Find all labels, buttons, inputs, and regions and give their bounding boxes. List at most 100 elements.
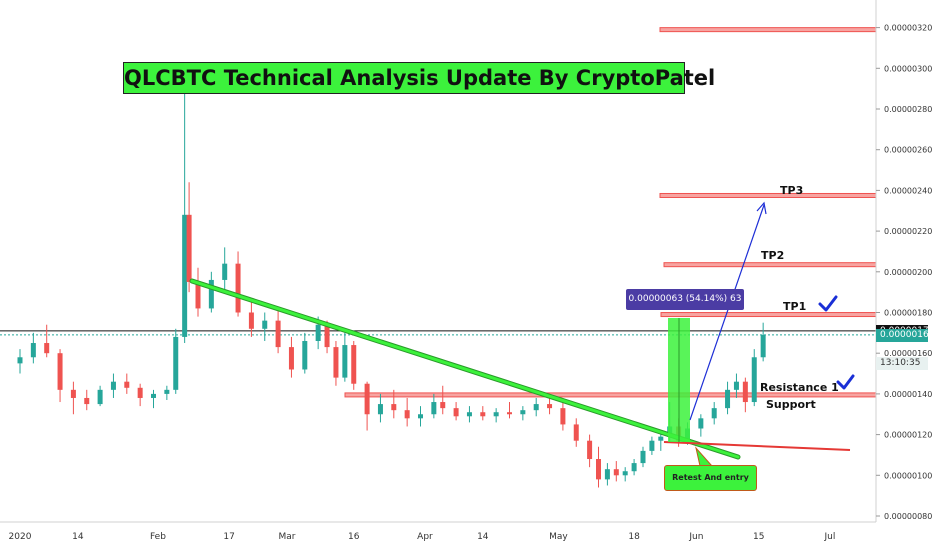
candle-body xyxy=(377,404,383,415)
x-tick-label: 14 xyxy=(477,532,489,542)
tp3-label: TP3 xyxy=(780,184,804,197)
candle-body xyxy=(573,424,579,441)
candle-body xyxy=(315,324,321,341)
retest-callout: Retest And entry xyxy=(664,465,757,491)
x-tick-label: Apr xyxy=(417,532,433,542)
x-tick-label: 15 xyxy=(753,532,764,542)
x-tick-label: Feb xyxy=(150,532,166,542)
candle-body xyxy=(698,418,704,429)
candle-body xyxy=(751,357,757,403)
candle-body xyxy=(288,347,294,370)
descending-trendline xyxy=(190,279,740,459)
x-tick-label: Mar xyxy=(279,532,296,542)
x-tick-label: May xyxy=(549,532,568,542)
x-tick-label: 18 xyxy=(628,532,640,542)
level-tp1 xyxy=(660,312,877,318)
y-tick-label: 0.00000080 xyxy=(884,512,932,521)
candle-body xyxy=(333,347,339,378)
candle-body xyxy=(110,381,116,390)
y-tick-label: 0.00000220 xyxy=(884,227,932,236)
tp1-check-icon xyxy=(818,295,838,312)
candle-body xyxy=(275,320,281,348)
y-tick-label: 0.00000160 xyxy=(884,349,932,358)
target-arrowhead xyxy=(756,201,767,215)
candle-body xyxy=(84,397,90,405)
candle-body xyxy=(711,408,717,419)
y-tick-label: 0.00000140 xyxy=(884,390,932,399)
y-tick-label: 0.00000100 xyxy=(884,471,932,480)
level-tp2 xyxy=(663,262,877,268)
candle-body xyxy=(480,412,486,417)
level-tp3 xyxy=(659,192,877,198)
x-tick-label: Jul xyxy=(823,532,835,542)
chart-title-banner: QLCBTC Technical Analysis Update By Cryp… xyxy=(123,62,715,94)
candle-body xyxy=(173,336,179,390)
candle-body xyxy=(760,334,766,358)
candle-body xyxy=(208,279,214,309)
y-tick-label: 0.00000280 xyxy=(884,105,932,114)
candle-body xyxy=(631,463,637,472)
candle-body xyxy=(466,412,472,417)
candle-body xyxy=(431,402,437,415)
candle-body xyxy=(137,387,143,398)
candle-body xyxy=(533,404,539,411)
candle-body xyxy=(17,357,23,364)
y-tick-label: 0.00000300 xyxy=(884,64,932,73)
support-label: Support xyxy=(766,398,816,411)
level-top xyxy=(659,27,877,33)
callout-pointer xyxy=(695,446,714,467)
candle-body xyxy=(560,408,566,425)
candle-body xyxy=(351,345,357,384)
x-tick-label: 14 xyxy=(72,532,84,542)
candle-body xyxy=(262,320,268,329)
candle-body xyxy=(725,389,731,409)
y-tick-label: 0.00000320 xyxy=(884,24,932,33)
y-tick-label: 0.00000180 xyxy=(884,309,932,318)
candle-body xyxy=(97,389,103,405)
candle-body xyxy=(70,389,76,398)
candle-body xyxy=(604,469,610,480)
candle-body xyxy=(30,343,36,358)
x-tick-label: 16 xyxy=(348,532,360,542)
y-tick-label: 0.00000260 xyxy=(884,146,932,155)
candle-body xyxy=(453,408,459,417)
candle-body xyxy=(195,281,201,309)
tp1-label: TP1 xyxy=(783,300,807,313)
candle-body xyxy=(57,353,63,390)
measure-label: 0.00000063 (54.14%) 63 xyxy=(626,289,744,310)
candle-body xyxy=(324,324,330,348)
candle-body xyxy=(391,404,397,411)
candle-body xyxy=(649,440,655,451)
candle-body xyxy=(222,263,228,280)
candle-body xyxy=(404,410,410,419)
resistance-check-icon xyxy=(836,374,855,390)
candle-body xyxy=(418,414,423,419)
candle-body xyxy=(596,459,601,480)
candle-body xyxy=(248,312,254,329)
candle-body xyxy=(124,381,130,388)
x-tick-label: 17 xyxy=(223,532,234,542)
y-tick-label: 0.00000240 xyxy=(884,186,932,195)
x-tick-label: 2020 xyxy=(9,532,32,542)
x-tick-label: Jun xyxy=(688,532,703,542)
last-price-tag: 0.00000169 xyxy=(876,328,932,342)
candle-body xyxy=(364,383,370,415)
resistance-label: Resistance 1 xyxy=(760,381,839,394)
candle-body xyxy=(493,412,499,417)
support-line xyxy=(663,441,851,451)
candle-body xyxy=(622,471,628,476)
countdown-tag: 13:10:35 xyxy=(876,357,928,370)
target-arrow xyxy=(689,204,765,421)
y-tick-label: 0.00000200 xyxy=(884,268,932,277)
candle-body xyxy=(640,450,646,464)
candle-body xyxy=(547,404,553,409)
candle-body xyxy=(587,440,593,460)
candle-body xyxy=(302,340,308,370)
candle-body xyxy=(342,345,348,378)
candle-body xyxy=(613,469,619,476)
candle-body xyxy=(520,410,526,415)
candle-body xyxy=(733,381,739,390)
candle-body xyxy=(182,214,188,337)
